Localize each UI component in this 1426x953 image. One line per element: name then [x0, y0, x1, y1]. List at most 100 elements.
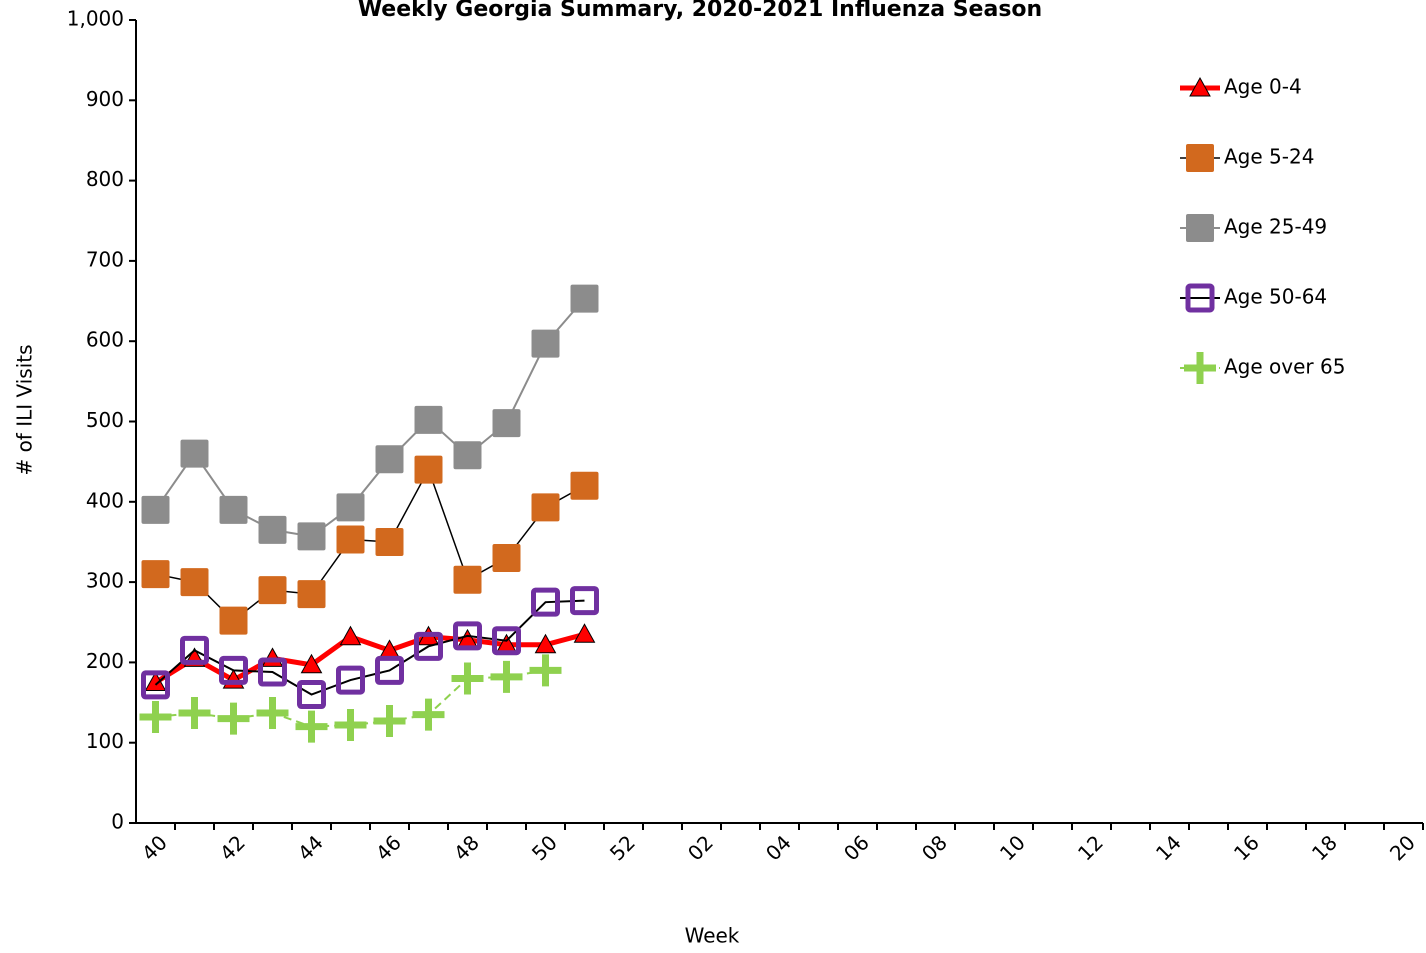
series	[141, 586, 599, 710]
y-tick-label: 500	[86, 408, 124, 432]
legend-marker	[1185, 283, 1215, 313]
marker	[529, 654, 562, 687]
marker	[141, 560, 170, 589]
marker	[336, 665, 365, 695]
series	[144, 623, 596, 691]
legend-label: Age 0-4	[1224, 75, 1302, 99]
legend-label: Age 25-49	[1224, 215, 1327, 239]
x-tick-label: 08	[917, 830, 952, 865]
marker	[373, 705, 406, 738]
x-axis-label: Week	[685, 924, 740, 948]
marker	[570, 586, 599, 616]
x-tick-label: 46	[371, 830, 406, 865]
x-tick-label: 12	[1073, 830, 1108, 865]
marker	[336, 525, 365, 554]
x-tick-label: 04	[761, 830, 796, 865]
y-tick-label: 700	[86, 247, 124, 271]
marker	[534, 633, 557, 654]
marker	[180, 439, 209, 468]
marker	[141, 495, 170, 524]
marker	[258, 576, 287, 605]
marker	[141, 670, 170, 700]
marker	[217, 702, 250, 735]
legend-marker	[1189, 76, 1211, 97]
marker	[453, 621, 482, 651]
marker	[531, 587, 560, 617]
marker	[414, 631, 443, 661]
y-tick-label: 200	[86, 649, 124, 673]
marker	[375, 527, 404, 556]
marker	[570, 471, 599, 500]
marker	[219, 606, 248, 635]
x-tick-label: 40	[137, 830, 172, 865]
x-tick-label: 52	[605, 830, 640, 865]
marker	[336, 493, 365, 522]
y-tick-label: 1,000	[67, 7, 124, 31]
marker	[256, 696, 289, 729]
marker	[180, 635, 209, 665]
marker	[570, 284, 599, 313]
marker	[180, 568, 209, 597]
y-tick-label: 100	[86, 729, 124, 753]
marker	[139, 701, 172, 734]
series	[141, 284, 599, 551]
marker	[258, 657, 287, 687]
chart-title: Weekly Georgia Summary, 2020-2021 Influe…	[358, 0, 1042, 22]
marker	[258, 515, 287, 544]
marker	[453, 441, 482, 470]
x-tick-label: 42	[215, 830, 250, 865]
marker	[375, 655, 404, 685]
x-tick-label: 50	[527, 830, 562, 865]
marker	[531, 329, 560, 358]
marker	[300, 653, 323, 674]
legend-label: Age 5-24	[1224, 145, 1314, 169]
marker	[492, 544, 521, 573]
marker	[412, 698, 445, 731]
marker	[222, 669, 245, 689]
marker	[414, 405, 443, 434]
marker	[453, 565, 482, 594]
marker	[531, 493, 560, 522]
marker	[334, 709, 367, 742]
legend-marker	[1184, 352, 1216, 384]
y-tick-label: 400	[86, 488, 124, 512]
x-tick-label: 44	[293, 830, 328, 865]
marker	[219, 495, 248, 524]
x-tick-label: 20	[1385, 830, 1420, 865]
y-tick-label: 0	[111, 810, 124, 834]
marker	[451, 662, 484, 695]
marker	[219, 655, 248, 685]
legend-marker	[1186, 144, 1214, 172]
series	[139, 654, 562, 743]
marker	[490, 660, 523, 693]
marker	[339, 625, 362, 646]
marker	[414, 455, 443, 484]
series	[141, 455, 599, 635]
marker	[297, 522, 326, 551]
y-axis-label: # of ILI Visits	[13, 344, 37, 475]
x-tick-label: 06	[839, 830, 874, 865]
x-tick-label: 16	[1229, 830, 1264, 865]
y-tick-label: 600	[86, 328, 124, 352]
marker	[295, 710, 328, 743]
y-tick-label: 800	[86, 167, 124, 191]
marker	[492, 626, 521, 656]
y-tick-label: 900	[86, 87, 124, 111]
marker	[297, 580, 326, 609]
series-line	[154, 631, 586, 685]
series-line	[154, 599, 585, 696]
legend-marker	[1186, 214, 1214, 242]
marker	[297, 680, 326, 710]
x-tick-label: 18	[1307, 830, 1342, 865]
marker	[492, 409, 521, 438]
x-tick-label: 10	[995, 830, 1030, 865]
marker	[375, 445, 404, 474]
marker	[573, 623, 596, 643]
y-tick-label: 300	[86, 569, 124, 593]
x-tick-label: 02	[683, 830, 718, 865]
marker	[178, 696, 211, 729]
x-tick-label: 48	[449, 830, 484, 865]
legend-label: Age over 65	[1224, 355, 1345, 379]
legend-label: Age 50-64	[1224, 285, 1327, 309]
